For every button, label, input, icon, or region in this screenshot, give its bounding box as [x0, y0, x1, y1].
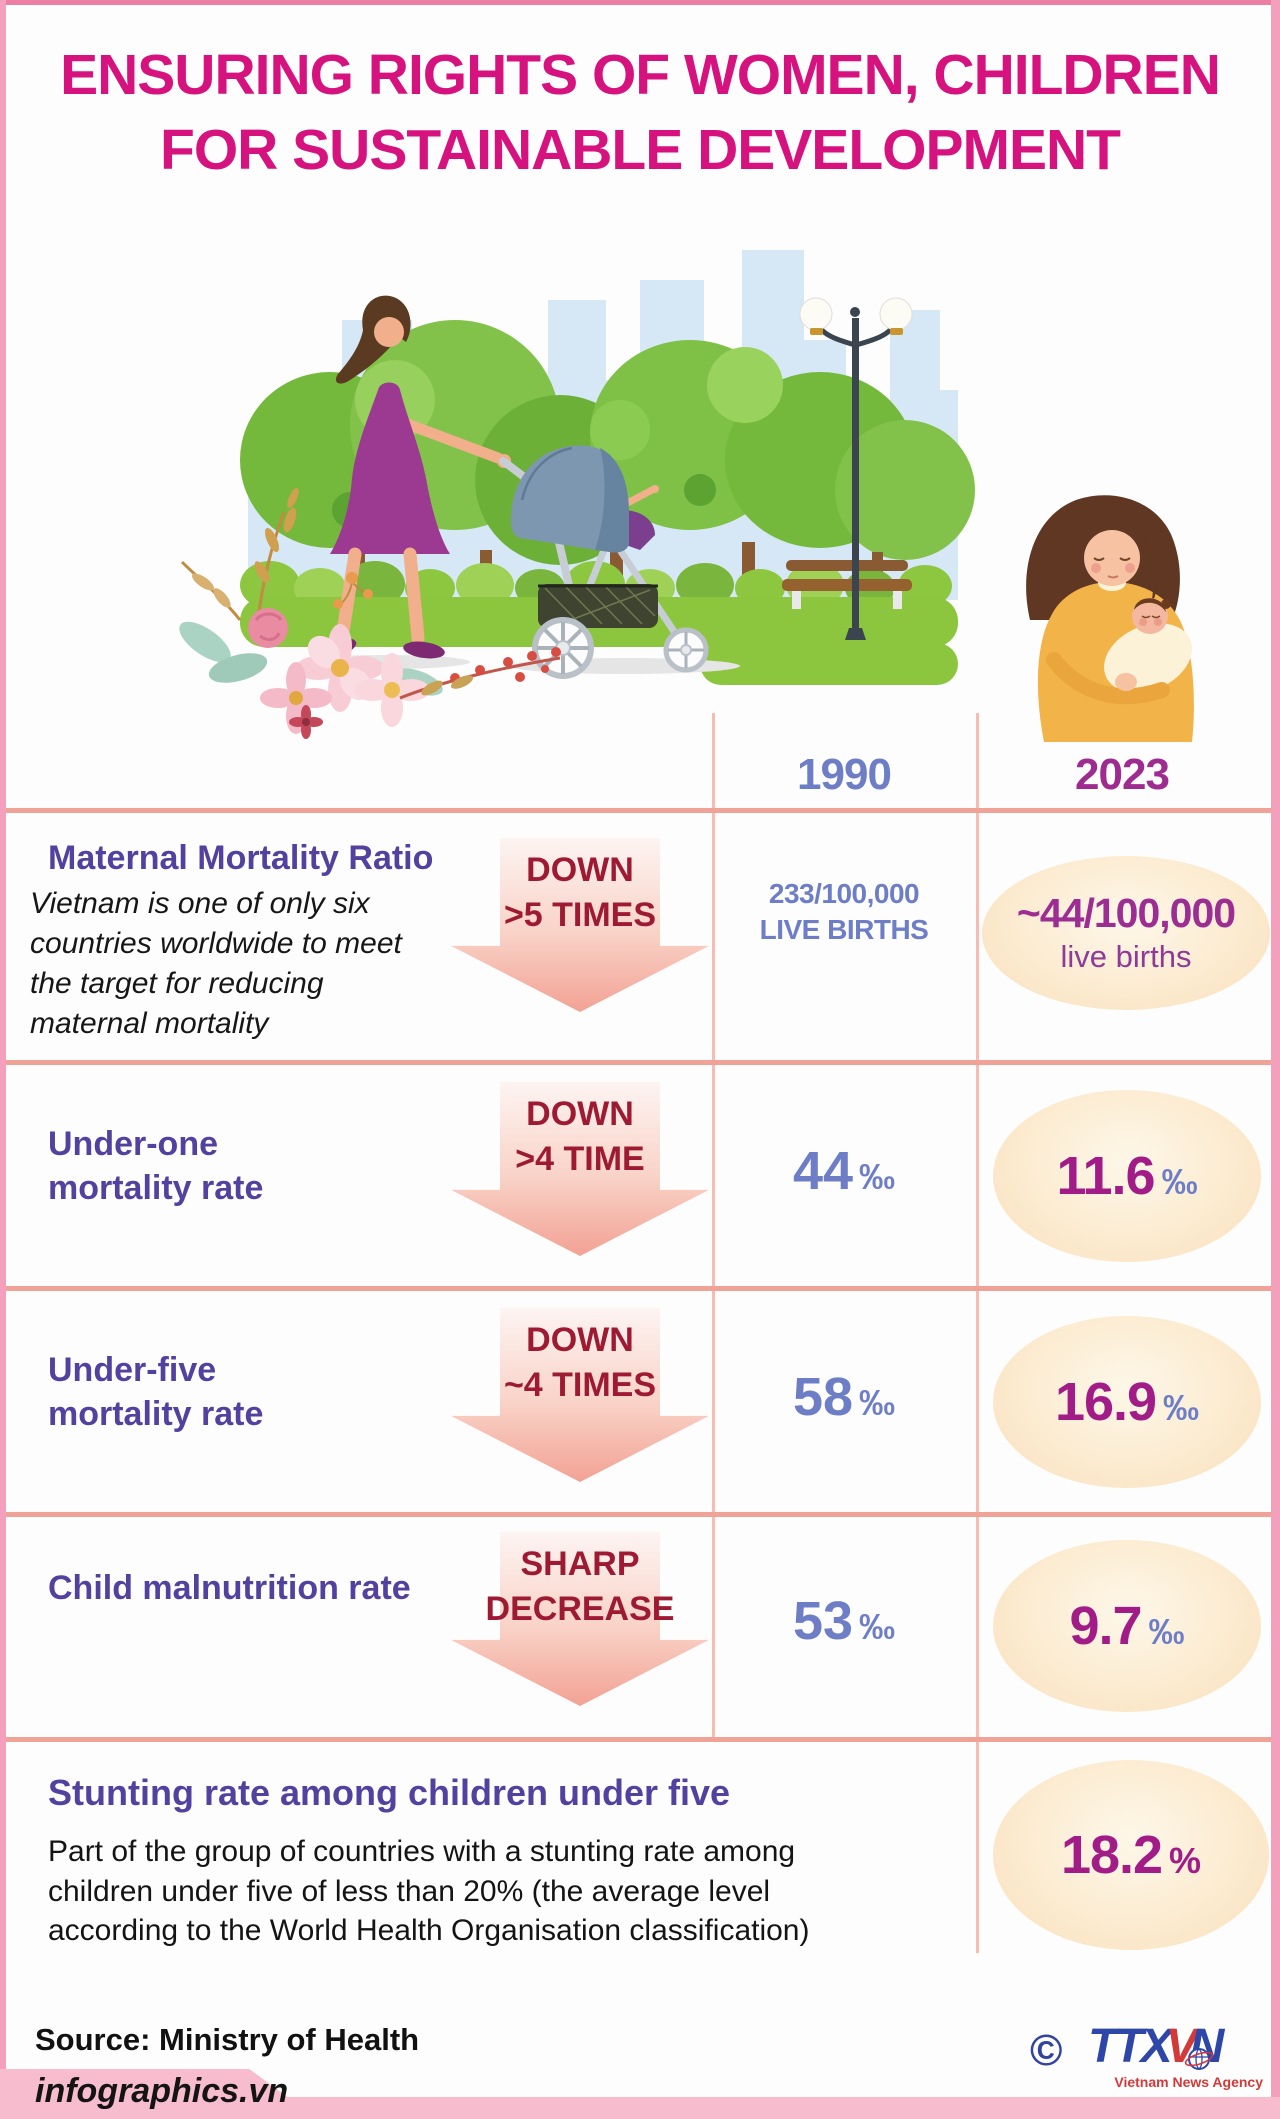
value-2023-malnutrition: 9.7 ‰: [1069, 1596, 1184, 1656]
brand-name: infographics.vn: [35, 2072, 289, 2110]
percent-symbol: %: [1169, 1840, 1202, 1881]
page-title: ENSURING RIGHTS OF WOMEN, CHILDREN FOR S…: [0, 38, 1280, 188]
row-separator: [6, 808, 1271, 813]
value-2023-under-five: 16.9 ‰: [1055, 1372, 1199, 1432]
value-number: 53: [792, 1591, 854, 1651]
small-red-flower: [289, 705, 323, 739]
value-2023-maternal: ~44/100,000: [1016, 890, 1236, 936]
permille-symbol: ‰: [859, 1156, 896, 1197]
value-number: 9.7: [1069, 1596, 1142, 1656]
logo-ttx: TTX: [1088, 2020, 1173, 2073]
row-title-under-five: Under-five mortality rate: [48, 1351, 264, 1434]
stroller: [499, 445, 709, 679]
value-2023-maternal-unit: live births: [1060, 939, 1192, 974]
agency-logo: TTXVN Vietnam News Agency: [1088, 2022, 1263, 2092]
permille-symbol: ‰: [859, 1606, 896, 1647]
globe-icon: [1184, 2048, 1214, 2070]
trend-label: DOWN >4 TIME: [515, 1095, 645, 1178]
permille-symbol: ‰: [1163, 1387, 1200, 1428]
row-title-stunting: Stunting rate among children under five: [48, 1772, 731, 1813]
row-description-stunting: Part of the group of countries with a st…: [48, 1835, 810, 1948]
mother-baby-illustration: [1026, 495, 1194, 742]
blossom: [296, 624, 384, 712]
value-oval-2023: ~44/100,000 live births: [982, 856, 1270, 1010]
row-separator: [6, 1286, 1271, 1291]
value-2023-under-one: 11.6 ‰: [1056, 1146, 1197, 1206]
blossom: [354, 653, 430, 727]
column-header-1990: 1990: [797, 750, 892, 799]
value-oval-2023: 9.7 ‰: [993, 1540, 1261, 1712]
row-separator: [6, 1737, 1271, 1742]
page-border-top: [0, 0, 1280, 5]
row-title-under-one: Under-one mortality rate: [48, 1125, 264, 1208]
column-divider-2: [976, 713, 979, 1953]
row-separator: [6, 1512, 1271, 1517]
row-title-child-malnutrition: Child malnutrition rate: [48, 1569, 411, 1607]
value-2023-stunting: 18.2%: [1061, 1825, 1201, 1885]
value-number: 58: [792, 1367, 854, 1427]
column-divider-1: [712, 713, 715, 1740]
trend-label: DOWN >5 TIMES: [503, 851, 657, 934]
permille-symbol: ‰: [1148, 1611, 1185, 1652]
trend-label: DOWN ~4 TIMES: [503, 1321, 657, 1404]
page-border-left: [0, 0, 6, 2119]
trend-label: SHARP DECREASE: [485, 1545, 675, 1628]
value-1990-malnutrition: 53 ‰: [712, 1590, 976, 1658]
bottom-strip: [0, 2097, 1280, 2119]
park-ground-lower: [700, 643, 958, 685]
value-oval-2023: 16.9 ‰: [993, 1316, 1261, 1488]
source-text: Source: Ministry of Health: [35, 2022, 420, 2057]
row-title-maternal-mortality: Maternal Mortality Ratio: [48, 839, 434, 877]
value-number: 18.2: [1060, 1825, 1163, 1885]
value-number: 11.6: [1056, 1146, 1155, 1206]
flower-decoration: [179, 487, 561, 739]
permille-symbol: ‰: [859, 1382, 896, 1423]
mother-stroller-illustration: [319, 295, 709, 679]
value-1990-under-one: 44 ‰: [712, 1140, 976, 1208]
column-header-2023: 2023: [1075, 750, 1170, 799]
agency-tagline: Vietnam News Agency: [1114, 2074, 1263, 2090]
page-title-line1: ENSURING RIGHTS OF WOMEN, CHILDREN: [60, 43, 1221, 107]
row-separator: [6, 1060, 1271, 1065]
copyright-icon: ©: [1030, 2026, 1063, 2075]
header-illustration: [179, 250, 1194, 742]
page-border-right: [1271, 0, 1280, 2119]
value-number: 44: [792, 1141, 854, 1201]
value-1990-maternal: 233/100,000 LIVE BIRTHS: [759, 878, 929, 945]
value-1990-under-five: 58 ‰: [712, 1366, 976, 1434]
row-subtitle-maternal-mortality: Vietnam is one of only six countries wor…: [30, 887, 402, 1040]
park-bench: [782, 560, 912, 609]
agency-logo-text: TTXVN: [1088, 2022, 1263, 2072]
value-oval-2023: 18.2%: [993, 1760, 1269, 1950]
value-number: 16.9: [1054, 1372, 1157, 1432]
page-title-line2: FOR SUSTAINABLE DEVELOPMENT: [160, 118, 1121, 183]
street-lamp: [799, 297, 913, 640]
permille-symbol: ‰: [1161, 1161, 1198, 1202]
value-oval-2023: 11.6 ‰: [993, 1090, 1261, 1262]
